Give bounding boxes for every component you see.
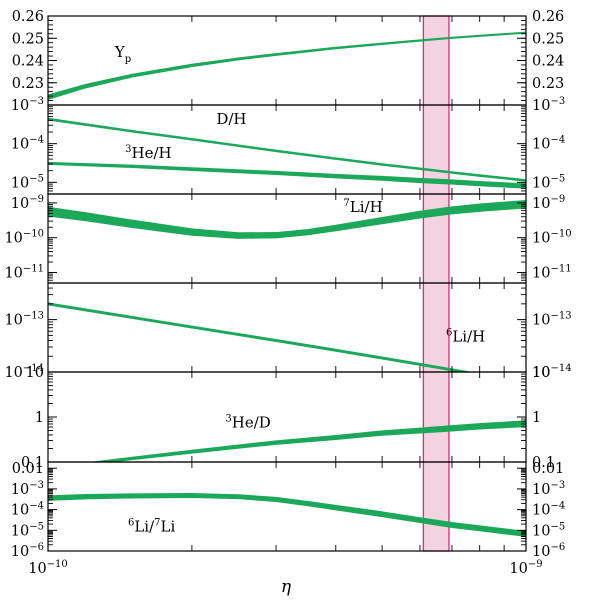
y-tick-label-left: 10−3 xyxy=(11,480,44,498)
y-tick-label-right: 0.25 xyxy=(532,31,564,47)
y-tick-label-right: 10−13 xyxy=(532,311,572,329)
curve-band-2-0 xyxy=(48,199,526,239)
y-tick-label-right: 10−11 xyxy=(532,264,572,282)
y-tick-label-left: 10−9 xyxy=(11,194,44,212)
y-tick-label-right: 0.26 xyxy=(532,9,564,25)
curve-annotation-1-1: 3He/H xyxy=(125,144,171,162)
panel-frames xyxy=(47,15,527,552)
panel-frame-4 xyxy=(47,371,527,463)
y-tick-label-right: 10−14 xyxy=(532,363,572,381)
y-tick-label-left: 10−4 xyxy=(11,135,44,153)
curve-annotation-5-0: 6Li/7Li xyxy=(128,517,176,535)
y-tick-label-right: 0.01 xyxy=(532,461,564,477)
y-tick-label-left: 0.1 xyxy=(21,455,44,471)
y-tick-label-left: 10−13 xyxy=(4,311,44,329)
curve-annotation-2-0: 7Li/H xyxy=(343,198,382,216)
y-tick-label-right: 0.1 xyxy=(532,455,555,471)
curve-band-5-0 xyxy=(48,493,526,537)
y-tick-label-right: 1 xyxy=(532,410,541,426)
y-tick-label-right: 0.24 xyxy=(532,54,564,70)
x-tick-label-1: 10−9 xyxy=(509,559,542,577)
y-tick-label-right: 10−4 xyxy=(532,135,565,153)
y-tick-label-right: 10−5 xyxy=(532,173,565,191)
curve-band-1-1 xyxy=(48,161,526,189)
y-tick-label-left: 10−10 xyxy=(4,229,44,247)
tick-labels: 0.26 0.26 0.25 0.25 0.24 0.24 0.23 0.23 10−3 10−3… xyxy=(4,9,571,577)
y-tick-label-right: 10−3 xyxy=(532,480,565,498)
y-tick-label-left: 10−14 xyxy=(4,363,44,381)
curve-layer xyxy=(48,31,526,537)
curve-annotation-1-0: D/H xyxy=(216,110,246,128)
y-tick-label-left: 10−5 xyxy=(11,521,44,539)
tick-marks xyxy=(48,15,526,552)
y-tick-label-right: 0.23 xyxy=(532,76,564,92)
y-tick-label-left: 0.01 xyxy=(12,461,44,477)
y-tick-label-left: 0.25 xyxy=(12,31,44,47)
curve-band-3-0 xyxy=(48,302,474,372)
y-tick-label-left: 10−3 xyxy=(11,96,44,114)
curve-annotations: Yp D/H 3He/H 7Li/H 6Li/H 3He/D 6Li/7Li xyxy=(114,43,485,535)
y-tick-label-right: 10−10 xyxy=(532,229,572,247)
y-tick-label-right: 10 xyxy=(532,365,550,381)
y-tick-label-left: 1 xyxy=(35,410,44,426)
y-tick-label-left: 10−11 xyxy=(4,264,44,282)
y-tick-label-left: 0.23 xyxy=(12,76,44,92)
curve-annotation-4-0: 3He/D xyxy=(225,414,270,432)
y-tick-label-left: 0.24 xyxy=(12,54,44,70)
panel-frame-5 xyxy=(47,461,527,552)
y-tick-label-right: 10−5 xyxy=(532,521,565,539)
curve-band-0-0 xyxy=(48,31,526,100)
x-axis-label: η xyxy=(281,577,292,597)
y-tick-label-right: 10−6 xyxy=(532,542,565,560)
curve-band-4-0 xyxy=(88,420,526,462)
y-tick-label-left: 10−4 xyxy=(11,501,44,519)
curve-annotation-3-0: 6Li/H xyxy=(446,328,485,346)
y-tick-label-left: 0.26 xyxy=(12,9,44,25)
y-tick-label-left: 10−5 xyxy=(11,173,44,191)
curve-annotation-0-0: Yp xyxy=(114,43,131,65)
y-tick-label-right: 10−4 xyxy=(532,501,565,519)
y-tick-label-left: 10−6 xyxy=(11,542,44,560)
y-tick-label-left: 10 xyxy=(26,365,44,381)
curve-band-1-0 xyxy=(48,117,526,182)
y-tick-label-right: 10−9 xyxy=(532,194,565,212)
x-tick-label-0: 10−10 xyxy=(28,559,68,577)
y-tick-label-right: 10−3 xyxy=(532,96,565,114)
